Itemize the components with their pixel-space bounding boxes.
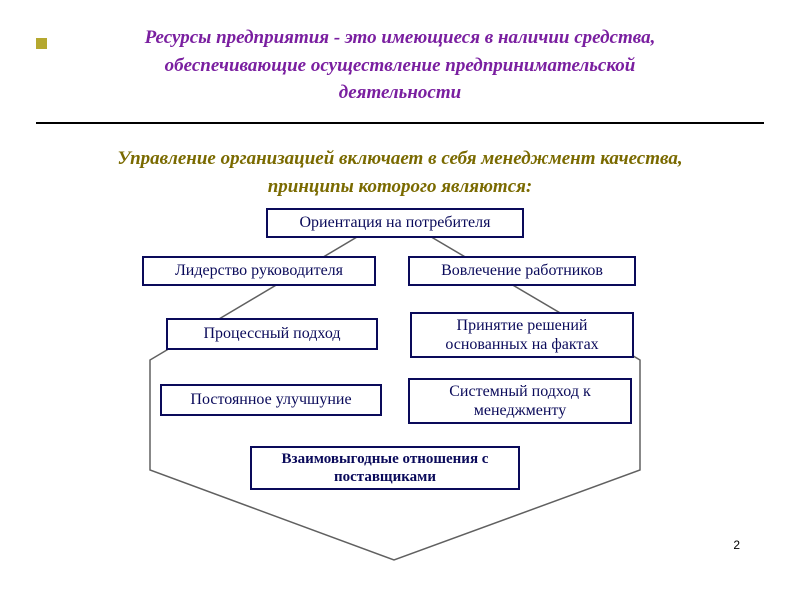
box-label: Лидерство руководителя: [175, 261, 343, 280]
box-label: Системный подход к менеджменту: [418, 382, 622, 420]
page-number: 2: [733, 538, 740, 552]
box-label: Ориентация на потребителя: [300, 213, 491, 232]
box-label: Принятие решений основанных на фактах: [420, 316, 624, 354]
principle-box-bottom: Взаимовыгодные отношения с поставщиками: [250, 446, 520, 490]
principle-box-right3: Системный подход к менеджменту: [408, 378, 632, 424]
principle-box-left3: Постоянное улучшуние: [160, 384, 382, 416]
box-label: Процессный подход: [203, 324, 340, 343]
principle-box-right2: Принятие решений основанных на фактах: [410, 312, 634, 358]
principle-box-top: Ориентация на потребителя: [266, 208, 524, 238]
box-label: Взаимовыгодные отношения с поставщиками: [260, 450, 510, 486]
principle-box-left2: Процессный подход: [166, 318, 378, 350]
box-label: Вовлечение работников: [441, 261, 603, 280]
hexagon-outline: [0, 0, 800, 600]
principle-box-left1: Лидерство руководителя: [142, 256, 376, 286]
page-number-text: 2: [733, 538, 740, 552]
box-label: Постоянное улучшуние: [190, 390, 351, 409]
principle-box-right1: Вовлечение работников: [408, 256, 636, 286]
